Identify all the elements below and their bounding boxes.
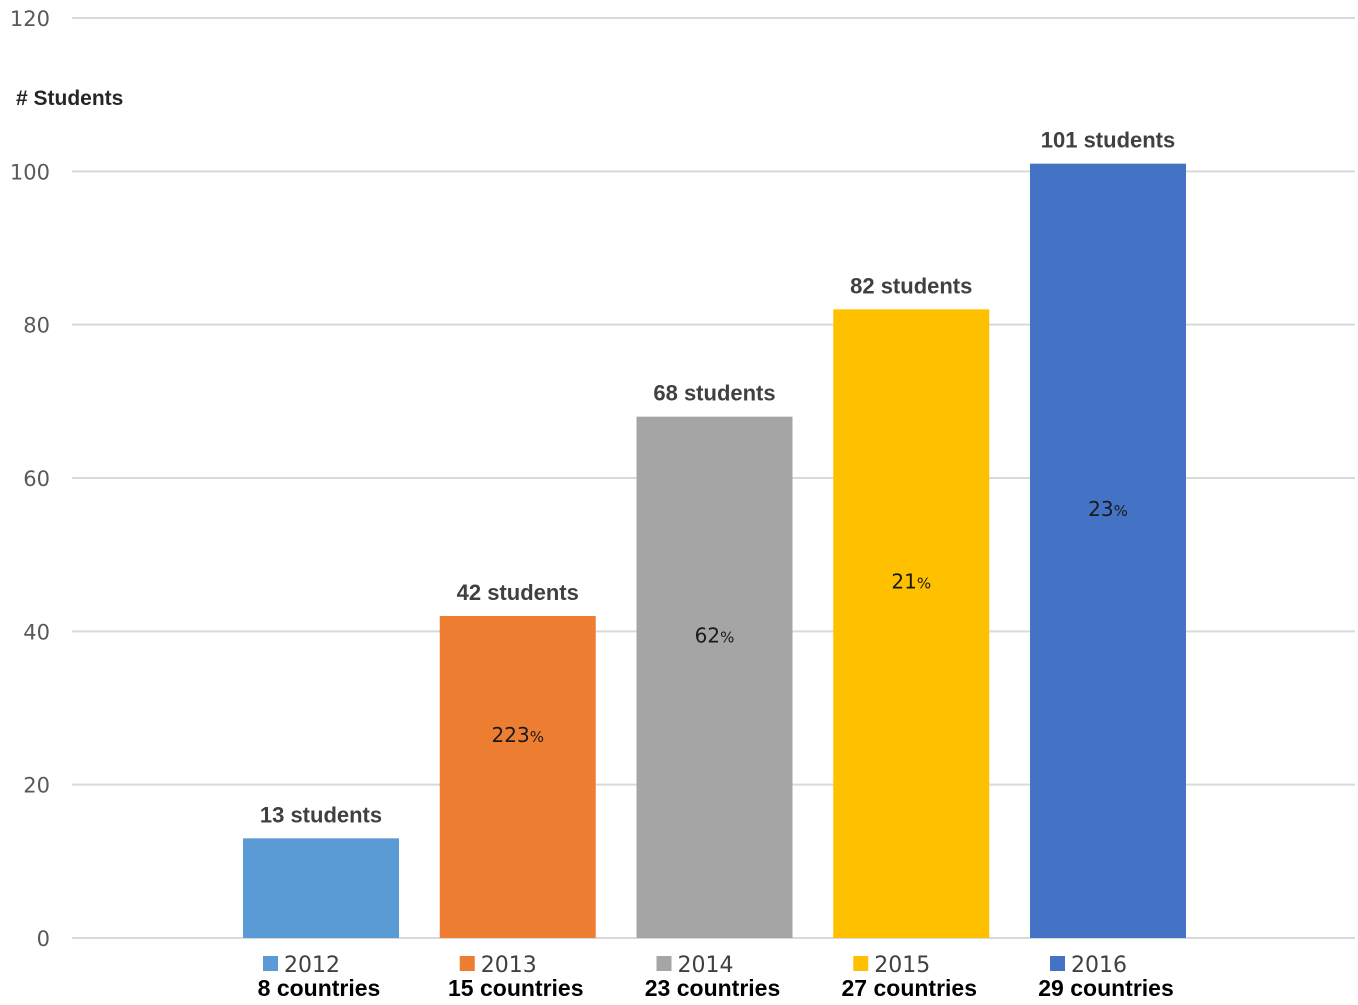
growth-label-2016: 23% (1088, 497, 1128, 521)
bar-2013 (439, 616, 596, 938)
growth-label-2015: 21% (891, 570, 931, 594)
y-tick-label-100: 100 (10, 160, 50, 184)
bar-group-2016: 101 students 23% (1030, 128, 1186, 938)
legend-year-2012: 2012 (284, 953, 340, 978)
bar-group-2013: 42 students 223% (439, 580, 596, 938)
y-tick-label-80: 80 (23, 314, 50, 338)
legend-swatch-2012 (263, 956, 278, 971)
y-tick-label-20: 20 (23, 774, 50, 798)
bar-value-label-2013: 42 students (457, 580, 579, 605)
legend-countries-2015: 27 countries (842, 975, 978, 1001)
y-axis-label: # Students (16, 87, 123, 110)
y-tick-label-120: 120 (10, 7, 50, 31)
legend-year-2016: 2016 (1071, 953, 1127, 978)
bar-group-2014: 68 students 62% (636, 381, 793, 939)
legend-countries-2012: 8 countries (258, 975, 381, 1001)
y-tick-label-40: 40 (23, 620, 50, 644)
legend-countries-2016: 29 countries (1038, 975, 1174, 1001)
legend-countries-2013: 15 countries (448, 975, 584, 1001)
bar-group-2012: 13 students (243, 802, 399, 938)
legend-year-2015: 2015 (874, 953, 930, 978)
legend-swatch-2015 (853, 956, 869, 971)
bar-value-label-2015: 82 students (850, 273, 972, 298)
bar-group-2015: 82 students 21% (833, 273, 990, 938)
bar-2014 (636, 416, 793, 939)
legend-swatch-2013 (459, 956, 475, 971)
bar-value-label-2014: 68 students (653, 381, 775, 406)
legend-swatch-2016 (1050, 956, 1065, 971)
growth-label-2013: 223% (492, 723, 544, 747)
legend-year-2014: 2014 (678, 953, 734, 978)
y-axis-ticks: 0 20 40 60 80 100 120 (10, 7, 50, 951)
legend-countries-2014: 23 countries (645, 975, 781, 1001)
bar-2015 (833, 309, 990, 938)
bars: 13 students 42 students 223% 68 students 62%… (243, 128, 1186, 939)
bar-value-label-2016: 101 students (1041, 128, 1176, 153)
y-tick-label-0: 0 (37, 927, 50, 951)
bar-2012 (243, 838, 399, 938)
legend-swatch-2014 (656, 956, 672, 971)
y-tick-label-60: 60 (23, 467, 50, 491)
growth-label-2014: 62% (695, 623, 735, 647)
bar-value-label-2012: 13 students (260, 802, 382, 827)
bar-2016 (1030, 163, 1186, 938)
legend-year-2013: 2013 (481, 953, 537, 978)
